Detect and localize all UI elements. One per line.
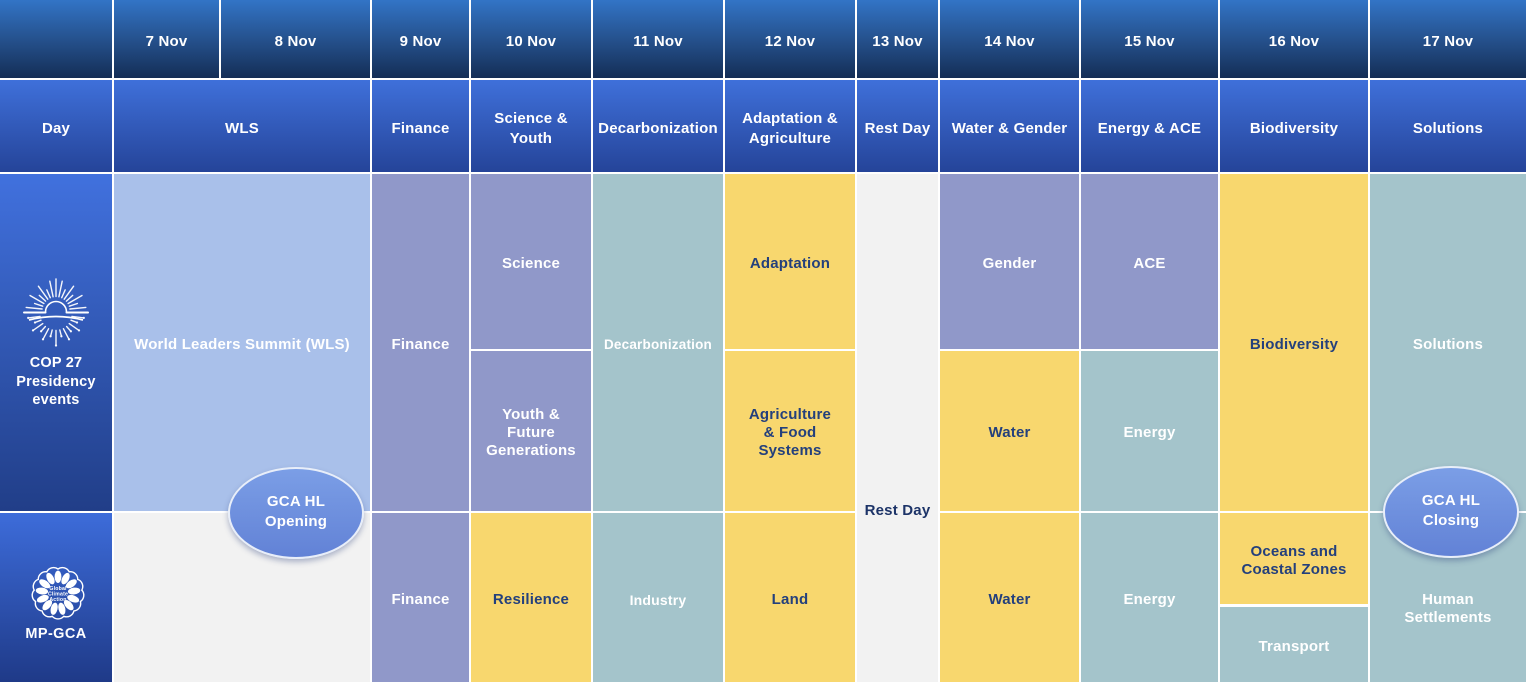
svg-text:Climate: Climate <box>48 592 68 598</box>
svg-text:Global: Global <box>49 586 67 592</box>
svg-text:Action: Action <box>49 597 66 603</box>
